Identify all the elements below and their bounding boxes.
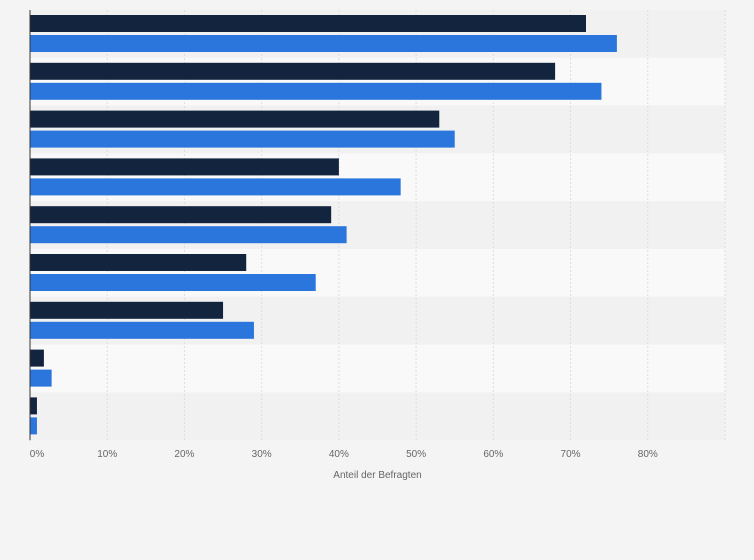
x-tick-label-0%: 0% (30, 449, 45, 460)
x-tick-label-60%: 60% (483, 449, 503, 460)
x-tick-label-20%: 20% (174, 449, 194, 460)
x-tick-label-80%: 80% (638, 449, 658, 460)
x-tick-label-10%: 10% (97, 449, 117, 460)
bar-row-5-series-2 (30, 226, 347, 244)
bar-row-6-series-1 (30, 254, 247, 271)
x-tick-label-70%: 70% (561, 449, 581, 460)
bar-row-5-series-1 (30, 206, 332, 224)
bar-row-1-series-2 (30, 35, 617, 52)
bar-row-1-series-1 (30, 15, 586, 32)
x-tick-label-50%: 50% (406, 449, 426, 460)
bar-row-8-series-2 (30, 369, 52, 387)
bar-row-9-series-1 (30, 397, 37, 415)
row-band-9 (30, 392, 725, 441)
x-tick-label-40%: 40% (329, 449, 349, 460)
bar-row-4-series-1 (30, 158, 339, 176)
bar-row-8-series-1 (30, 349, 44, 367)
bar-row-3-series-1 (30, 110, 440, 128)
bar-row-2-series-1 (30, 62, 556, 80)
bar-row-4-series-2 (30, 178, 401, 196)
x-axis-title: Anteil der Befragten (333, 470, 421, 481)
x-tick-labels: 0% 10% 20% 30% 40% 50% 60% 70% 80% (30, 449, 658, 460)
row-bands (30, 10, 725, 441)
bar-row-7-series-2 (30, 321, 254, 339)
bar-row-2-series-2 (30, 82, 602, 100)
bars (30, 15, 617, 435)
bar-row-9-series-2 (30, 417, 37, 435)
bar-row-7-series-1 (30, 301, 224, 319)
row-band-8 (30, 344, 725, 393)
bar-row-3-series-2 (30, 130, 455, 148)
bar-row-6-series-2 (30, 274, 316, 291)
x-tick-label-30%: 30% (252, 449, 272, 460)
